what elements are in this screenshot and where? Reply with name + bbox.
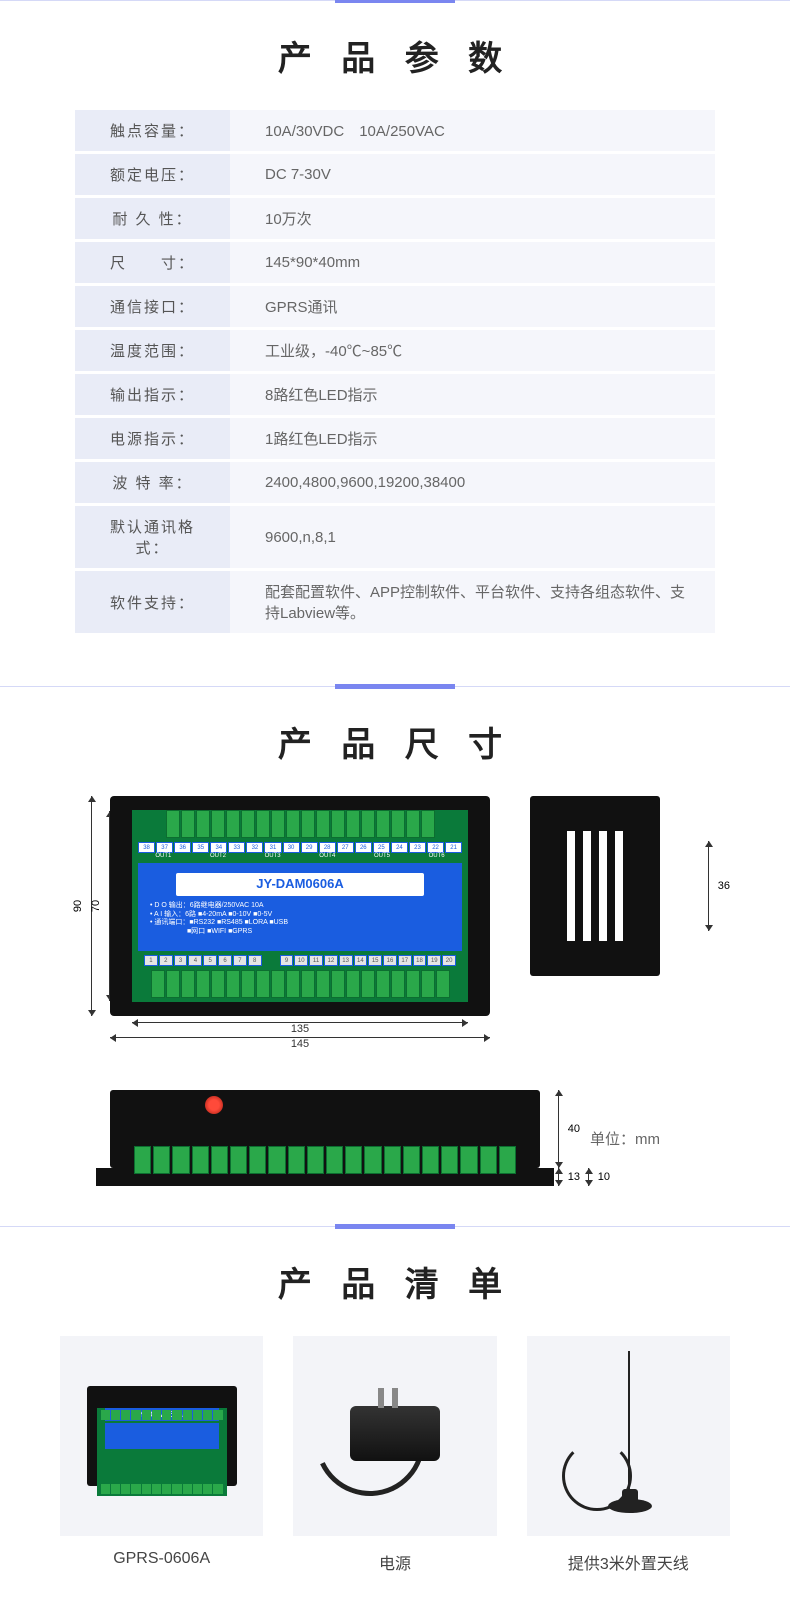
spec-label: 默认通讯格式： [75,506,230,571]
antenna-icon [568,1351,688,1521]
dim-foot1: 10 [598,1171,610,1183]
board-front-view: 383736353433323130292827262524232221 OUT… [110,796,490,1016]
dim-profile-height: 40 [568,1123,580,1135]
spec-label: 尺 寸： [75,242,230,286]
power-led-icon [205,1096,223,1114]
spec-value: GPRS通讯 [230,286,715,330]
divider-list [0,1226,790,1227]
spec-value: 1路红色LED指示 [230,418,715,462]
list-item: JY-DAM0606A GPRS-0606A [60,1336,263,1574]
dim-height-outer: 90 [72,900,84,912]
board-model: JY-DAM0606A [176,873,424,896]
dim-width-inner: 135 [291,1023,309,1035]
divider-dims [0,686,790,687]
spec-value: 145*90*40mm [230,242,715,286]
spec-label: 耐 久 性： [75,198,230,242]
list-caption: 电源 [293,1550,496,1574]
dim-foot2: 13 [568,1171,580,1183]
dim-side-depth: 36 [718,880,730,892]
spec-label: 触点容量： [75,110,230,154]
list-caption: GPRS-0606A [60,1550,263,1568]
product-board-icon: JY-DAM0606A [87,1386,237,1486]
section-title-params: 产 品 参 数 [0,31,790,80]
dim-height-inner: 70 [90,900,102,912]
spec-label: 温度范围： [75,330,230,374]
power-adapter-icon [325,1376,465,1496]
spec-value: DC 7-30V [230,154,715,198]
board-side-view [530,796,660,976]
spec-value: 8路红色LED指示 [230,374,715,418]
spec-label: 波 特 率： [75,462,230,506]
spec-label: 通信接口： [75,286,230,330]
package-list: JY-DAM0606A GPRS-0606A 电源 [0,1336,790,1614]
board-profile-view: 40 10 13 [110,1090,540,1186]
section-title-list: 产 品 清 单 [0,1257,790,1306]
list-item: 提供3米外置天线 [527,1336,730,1574]
list-caption: 提供3米外置天线 [527,1550,730,1574]
divider-top [0,0,790,1]
dimension-diagram: 90 70 3837363534333231302928272625242322… [0,796,790,1226]
spec-value: 9600,n,8,1 [230,506,715,571]
spec-value: 10万次 [230,198,715,242]
spec-label: 输出指示： [75,374,230,418]
spec-label: 电源指示： [75,418,230,462]
spec-label: 软件支持： [75,571,230,636]
section-title-dims: 产 品 尺 寸 [0,717,790,766]
spec-label: 额定电压： [75,154,230,198]
spec-value: 工业级，-40℃~85℃ [230,330,715,374]
spec-value: 配套配置软件、APP控制软件、平台软件、支持各组态软件、支持Labview等。 [230,571,715,636]
spec-value: 2400,4800,9600,19200,38400 [230,462,715,506]
spec-table: 触点容量：10A/30VDC 10A/250VAC额定电压：DC 7-30V耐 … [75,110,715,636]
spec-value: 10A/30VDC 10A/250VAC [230,110,715,154]
dim-unit-label: 单位：mm [590,1128,660,1149]
dim-width-outer: 145 [291,1038,309,1050]
list-item: 电源 [293,1336,496,1574]
